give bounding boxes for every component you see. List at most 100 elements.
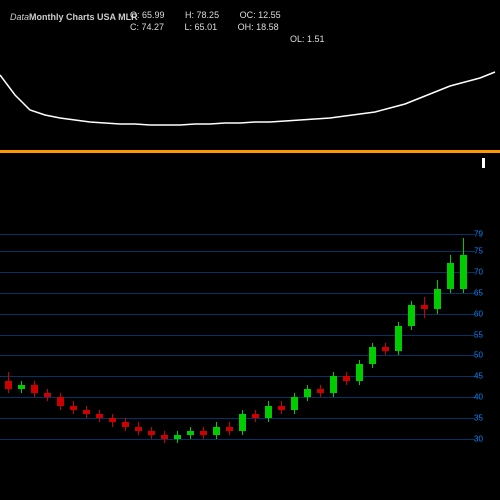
oh-value: OH: 18.58: [238, 22, 279, 32]
candle-body: [304, 389, 311, 397]
candle[interactable]: [460, 230, 467, 460]
ohlc-row-1: O: 65.99 H: 78.25 OC: 12.55: [130, 10, 299, 20]
candle-body: [278, 406, 285, 410]
candle-body: [317, 389, 324, 393]
candle[interactable]: [408, 230, 415, 460]
candle-body: [83, 410, 90, 414]
candle[interactable]: [369, 230, 376, 460]
y-tick-label: 79: [474, 230, 483, 239]
candle[interactable]: [70, 230, 77, 460]
candle-body: [109, 418, 116, 422]
candle-body: [70, 406, 77, 410]
candle-body: [174, 435, 181, 439]
price-line: [0, 72, 495, 125]
candle[interactable]: [18, 230, 25, 460]
chart-container: DataMonthly Charts USA MLR O: 65.99 H: 7…: [0, 0, 500, 500]
y-tick-label: 70: [474, 267, 483, 276]
candle-body: [57, 397, 64, 405]
y-tick-label: 35: [474, 414, 483, 423]
candle-body: [213, 427, 220, 435]
ohlc-row-2: C: 74.27 L: 65.01 OH: 18.58: [130, 22, 297, 32]
candle-body: [18, 385, 25, 389]
candle-body: [382, 347, 389, 351]
candle-body: [161, 435, 168, 439]
candle[interactable]: [161, 230, 168, 460]
candle[interactable]: [382, 230, 389, 460]
close-value: C: 74.27: [130, 22, 164, 32]
chart-header: DataMonthly Charts USA MLR O: 65.99 H: 7…: [0, 0, 500, 50]
y-tick-label: 55: [474, 330, 483, 339]
candle[interactable]: [96, 230, 103, 460]
candle[interactable]: [252, 230, 259, 460]
candle[interactable]: [200, 230, 207, 460]
candle-body: [460, 255, 467, 288]
candle-body: [187, 431, 194, 435]
candle-body: [369, 347, 376, 364]
y-tick-label: 45: [474, 372, 483, 381]
candle-body: [122, 422, 129, 426]
candle[interactable]: [83, 230, 90, 460]
open-value: O: 65.99: [130, 10, 165, 20]
candle-body: [291, 397, 298, 410]
marker-icon: [482, 158, 485, 168]
candle-body: [96, 414, 103, 418]
candle[interactable]: [434, 230, 441, 460]
candle-body: [252, 414, 259, 418]
candle[interactable]: [226, 230, 233, 460]
y-tick-label: 75: [474, 246, 483, 255]
title-prefix: Data: [10, 12, 29, 22]
candle-body: [421, 305, 428, 309]
line-chart: [0, 50, 500, 150]
candle[interactable]: [135, 230, 142, 460]
candle-body: [31, 385, 38, 393]
candle[interactable]: [187, 230, 194, 460]
candle[interactable]: [239, 230, 246, 460]
candle[interactable]: [395, 230, 402, 460]
candle[interactable]: [317, 230, 324, 460]
candle[interactable]: [31, 230, 38, 460]
low-value: L: 65.01: [185, 22, 218, 32]
y-tick-label: 60: [474, 309, 483, 318]
candle[interactable]: [174, 230, 181, 460]
candle[interactable]: [343, 230, 350, 460]
candle[interactable]: [330, 230, 337, 460]
candle-body: [395, 326, 402, 351]
candle[interactable]: [109, 230, 116, 460]
candle[interactable]: [122, 230, 129, 460]
candle[interactable]: [44, 230, 51, 460]
candle[interactable]: [57, 230, 64, 460]
candlestick-chart[interactable]: [0, 230, 475, 460]
candle[interactable]: [291, 230, 298, 460]
candle[interactable]: [421, 230, 428, 460]
candle[interactable]: [447, 230, 454, 460]
candle-body: [44, 393, 51, 397]
candle[interactable]: [278, 230, 285, 460]
candle-body: [434, 289, 441, 310]
ohlc-row-3: OL: 1.51: [290, 34, 343, 44]
candle-body: [330, 376, 337, 393]
candle[interactable]: [304, 230, 311, 460]
candle-body: [226, 427, 233, 431]
candle[interactable]: [265, 230, 272, 460]
oc-value: OC: 12.55: [240, 10, 281, 20]
candle-body: [239, 414, 246, 431]
candle-body: [135, 427, 142, 431]
candle[interactable]: [5, 230, 12, 460]
title-main: Monthly Charts USA MLR: [29, 12, 138, 22]
candle[interactable]: [213, 230, 220, 460]
chart-title: DataMonthly Charts USA MLR: [10, 12, 138, 22]
candle-body: [408, 305, 415, 326]
candle[interactable]: [148, 230, 155, 460]
high-value: H: 78.25: [185, 10, 219, 20]
candle-body: [200, 431, 207, 435]
candle-body: [356, 364, 363, 381]
ol-value: OL: 1.51: [290, 34, 325, 44]
candle[interactable]: [356, 230, 363, 460]
line-chart-svg: [0, 50, 500, 150]
y-tick-label: 65: [474, 288, 483, 297]
candle-body: [5, 381, 12, 389]
candle-body: [343, 376, 350, 380]
y-tick-label: 30: [474, 435, 483, 444]
candle-body: [265, 406, 272, 419]
y-tick-label: 50: [474, 351, 483, 360]
